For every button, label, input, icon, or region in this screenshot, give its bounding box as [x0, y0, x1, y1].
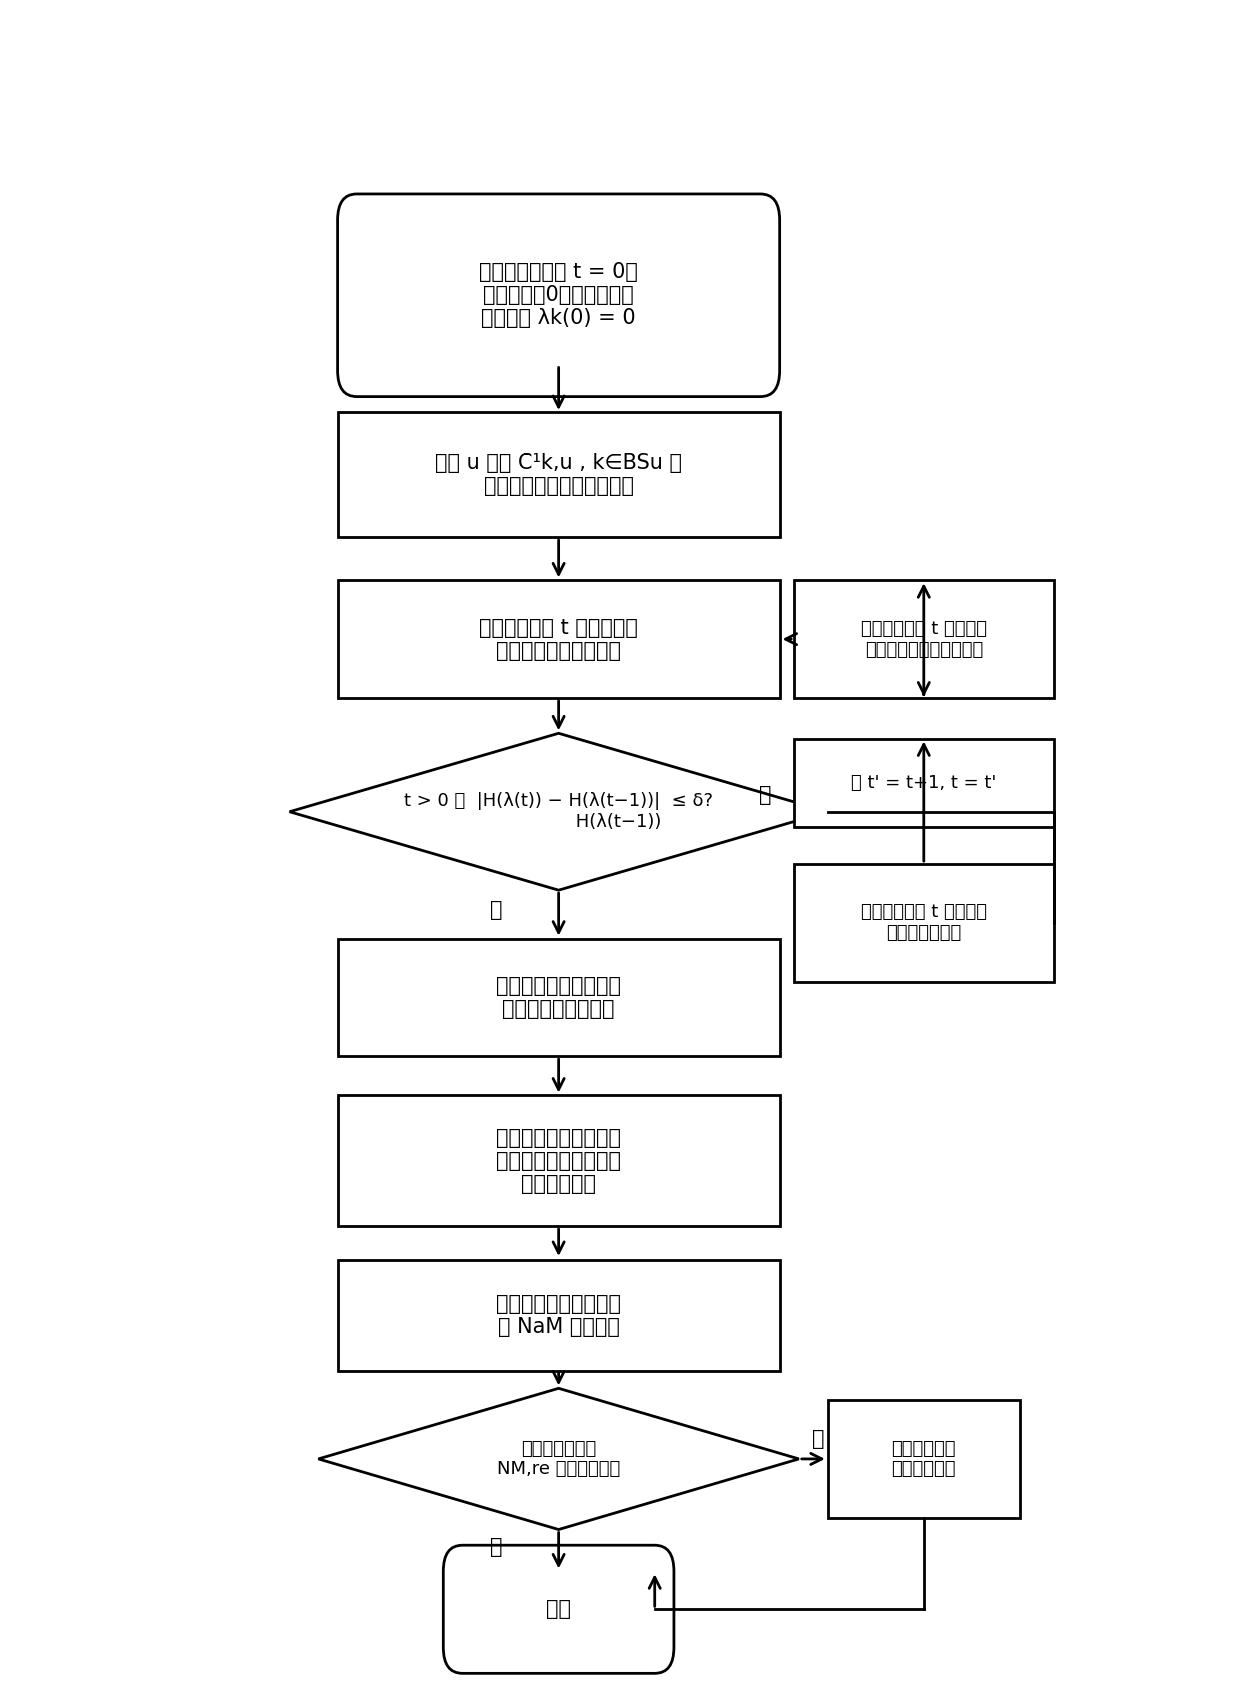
Text: 否: 否 — [759, 784, 771, 805]
Polygon shape — [319, 1389, 799, 1530]
FancyBboxPatch shape — [794, 864, 1054, 981]
FancyBboxPatch shape — [794, 739, 1054, 827]
FancyBboxPatch shape — [444, 1545, 675, 1673]
Text: 将剩余的子信
道分给宏用户: 将剩余的子信 道分给宏用户 — [892, 1440, 956, 1479]
Text: 剩余子信道集合
NM,re 是否为空集？: 剩余子信道集合 NM,re 是否为空集？ — [497, 1440, 620, 1479]
Polygon shape — [289, 734, 828, 890]
FancyBboxPatch shape — [337, 581, 780, 698]
FancyBboxPatch shape — [337, 939, 780, 1056]
Text: t > 0 且  |H(λ(t)) − H(λ(t−1))|  ≤ δ?
                     H(λ(t−1)): t > 0 且 |H(λ(t)) − H(λ(t−1))| ≤ δ? H(λ(t… — [404, 793, 713, 830]
Text: 宏基站计算第 t 次迭代时每
个用户的关联基站情况: 宏基站计算第 t 次迭代时每 个用户的关联基站情况 — [479, 618, 639, 661]
Text: 宏基站更新第 t 次迭代时
每个基站的拉格朗日因子: 宏基站更新第 t 次迭代时 每个基站的拉格朗日因子 — [861, 620, 987, 659]
FancyBboxPatch shape — [337, 1260, 780, 1370]
FancyBboxPatch shape — [337, 194, 780, 397]
FancyBboxPatch shape — [828, 1401, 1021, 1518]
FancyBboxPatch shape — [337, 413, 780, 537]
Text: 初始化迭代次数 t = 0，
每个基站第0次迭代的拉格
朗日因子 λk(0) = 0: 初始化迭代次数 t = 0， 每个基站第0次迭代的拉格 朗日因子 λk(0) =… — [479, 261, 639, 328]
Text: 是: 是 — [490, 900, 502, 920]
Text: 是: 是 — [490, 1537, 502, 1557]
Text: 宏基站为每个宏用户分
配 NaM 个子信道: 宏基站为每个宏用户分 配 NaM 个子信道 — [496, 1294, 621, 1336]
FancyBboxPatch shape — [794, 581, 1054, 698]
Text: 家庭基站为关联到它的
用户进行子信道分配: 家庭基站为关联到它的 用户进行子信道分配 — [496, 976, 621, 1019]
Text: 宏基站更新第 t 次迭代时
历史次梯度方向: 宏基站更新第 t 次迭代时 历史次梯度方向 — [861, 903, 987, 942]
Text: 结束: 结束 — [546, 1600, 572, 1620]
Text: 用户 u 计算 C̄¹k,u , k∈BSu ，
并将这些速率上报给宏基站: 用户 u 计算 C̄¹k,u , k∈BSu ， 并将这些速率上报给宏基站 — [435, 453, 682, 496]
Text: 宏基站为每个宏用户在
每个子信道上选择一个
参考家庭基站: 宏基站为每个宏用户在 每个子信道上选择一个 参考家庭基站 — [496, 1127, 621, 1194]
FancyBboxPatch shape — [337, 1095, 780, 1226]
Text: 否: 否 — [812, 1430, 825, 1450]
Text: 令 t' = t+1, t = t': 令 t' = t+1, t = t' — [851, 774, 997, 791]
